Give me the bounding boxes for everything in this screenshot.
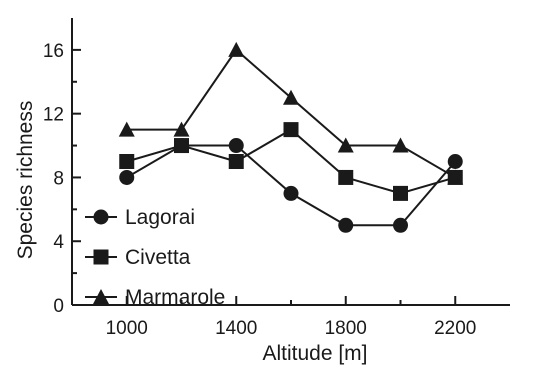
legend: Lagorai Civetta Marmarole [85, 206, 225, 309]
point-marmarole-1000 [118, 121, 135, 137]
point-civetta-1800 [338, 169, 354, 185]
series-line-marmarole [126, 48, 456, 179]
series-marmarole [118, 41, 464, 185]
point-civetta-1400 [228, 154, 244, 169]
point-lagorai-2000 [393, 217, 408, 233]
point-lagorai-1000 [119, 169, 135, 185]
legend-label-civetta: Civetta [125, 246, 191, 269]
point-marmarole-1400 [228, 41, 245, 57]
y-tick-label-16: 16 [43, 41, 64, 62]
y-tick-label-0: 0 [53, 296, 64, 317]
legend-marker-lagorai [93, 209, 109, 225]
series-lagorai [119, 138, 463, 233]
point-marmarole-1600 [283, 89, 299, 105]
y-tick-label-12: 12 [43, 105, 64, 126]
point-civetta-2200 [447, 169, 463, 185]
legend-marker-civetta [93, 249, 109, 265]
ticks: 0 4 8 12 16 1000 1400 1800 2200 [43, 41, 477, 339]
point-marmarole-1800 [337, 137, 354, 153]
legend-item-civetta: Civetta [85, 246, 191, 269]
y-tick-label-8: 8 [53, 168, 64, 189]
x-tick-label-2200: 2200 [434, 318, 476, 339]
point-civetta-1600 [283, 122, 299, 138]
x-tick-label-1000: 1000 [106, 318, 148, 339]
point-lagorai-1600 [283, 185, 299, 201]
legend-item-lagorai: Lagorai [85, 206, 195, 229]
point-marmarole-1200 [173, 121, 190, 137]
point-marmarole-2000 [392, 137, 409, 153]
x-tick-label-1800: 1800 [325, 318, 367, 339]
point-civetta-2000 [393, 185, 408, 201]
legend-label-marmarole: Marmarole [125, 286, 225, 309]
legend-item-marmarole: Marmarole [85, 286, 225, 309]
point-lagorai-1200 [174, 138, 189, 154]
legend-label-lagorai: Lagorai [125, 206, 195, 229]
point-civetta-1000 [119, 154, 135, 169]
y-axis-title: Species richness [14, 101, 37, 260]
x-axis-title: Altitude [m] [262, 342, 367, 365]
series [118, 41, 464, 233]
legend-marker-marmarole [93, 289, 109, 304]
y-tick-label-4: 4 [53, 232, 64, 253]
x-tick-label-1400: 1400 [215, 318, 257, 339]
point-lagorai-2200 [447, 154, 463, 169]
point-lagorai-1400 [228, 138, 244, 154]
point-lagorai-1800 [338, 217, 354, 233]
